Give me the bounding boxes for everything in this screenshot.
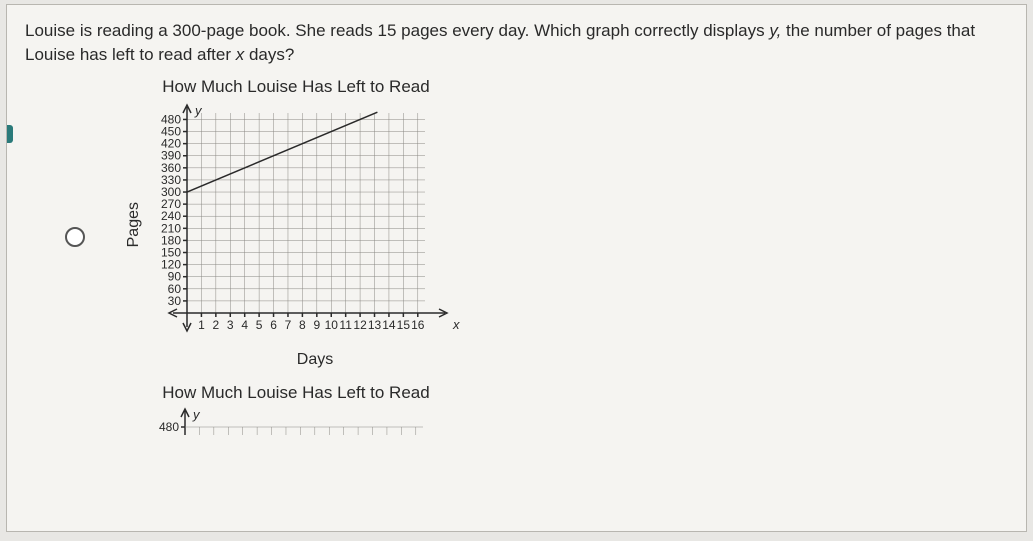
svg-text:30: 30 [168,293,182,307]
svg-text:x: x [452,317,460,332]
svg-text:3: 3 [227,318,234,332]
svg-text:11: 11 [339,318,352,332]
svg-text:13: 13 [368,318,382,332]
svg-text:8: 8 [299,318,306,332]
q-text-3: days? [244,45,294,64]
q-var-x: x [236,45,245,64]
option-1: How Much Louise Has Left to Read Pages 3… [25,77,1008,435]
svg-text:210: 210 [161,221,181,235]
question-page: Louise is reading a 300-page book. She r… [6,4,1027,532]
radio-option-1[interactable] [65,227,85,247]
svg-text:180: 180 [161,233,181,247]
svg-text:300: 300 [161,185,181,199]
chart-2-title: How Much Louise Has Left to Read [125,383,467,403]
svg-text:360: 360 [161,160,181,174]
svg-text:16: 16 [411,318,425,332]
svg-text:480: 480 [161,112,181,126]
svg-text:420: 420 [161,136,181,150]
svg-text:12: 12 [353,318,367,332]
svg-text:7: 7 [285,318,292,332]
chart-1-wrap: Pages 3060901201501802102402703003303603… [125,101,467,349]
chart-1-container: How Much Louise Has Left to Read Pages 3… [125,77,467,435]
svg-text:1: 1 [198,318,205,332]
svg-text:330: 330 [161,173,181,187]
radio-column [25,77,125,247]
svg-text:120: 120 [161,257,181,271]
svg-text:240: 240 [161,209,181,223]
svg-text:270: 270 [161,197,181,211]
svg-text:90: 90 [168,269,182,283]
chart-1-xlabel: Days [125,351,467,369]
svg-text:10: 10 [325,318,339,332]
question-text: Louise is reading a 300-page book. She r… [25,19,1008,67]
svg-text:390: 390 [161,148,181,162]
svg-text:150: 150 [161,245,181,259]
svg-text:480: 480 [159,420,179,434]
svg-text:15: 15 [397,318,411,332]
chart-1-ylabel: Pages [125,202,143,247]
svg-text:y: y [192,407,201,422]
svg-text:450: 450 [161,124,181,138]
chart-1-title: How Much Louise Has Left to Read [125,77,467,97]
svg-text:9: 9 [313,318,320,332]
q-text-1: Louise is reading a 300-page book. She r… [25,21,769,40]
chart-1-svg: 3060901201501802102402703003303603904204… [149,101,467,349]
svg-text:6: 6 [270,318,277,332]
svg-text:60: 60 [168,281,182,295]
page-marker [7,125,13,143]
q-var-y: y, [769,21,781,40]
svg-text:5: 5 [256,318,263,332]
svg-text:14: 14 [382,318,396,332]
chart-2-wrap: y 480 [125,407,467,435]
chart-2-svg: y 480 [147,407,465,435]
svg-text:4: 4 [241,318,248,332]
svg-text:2: 2 [213,318,220,332]
